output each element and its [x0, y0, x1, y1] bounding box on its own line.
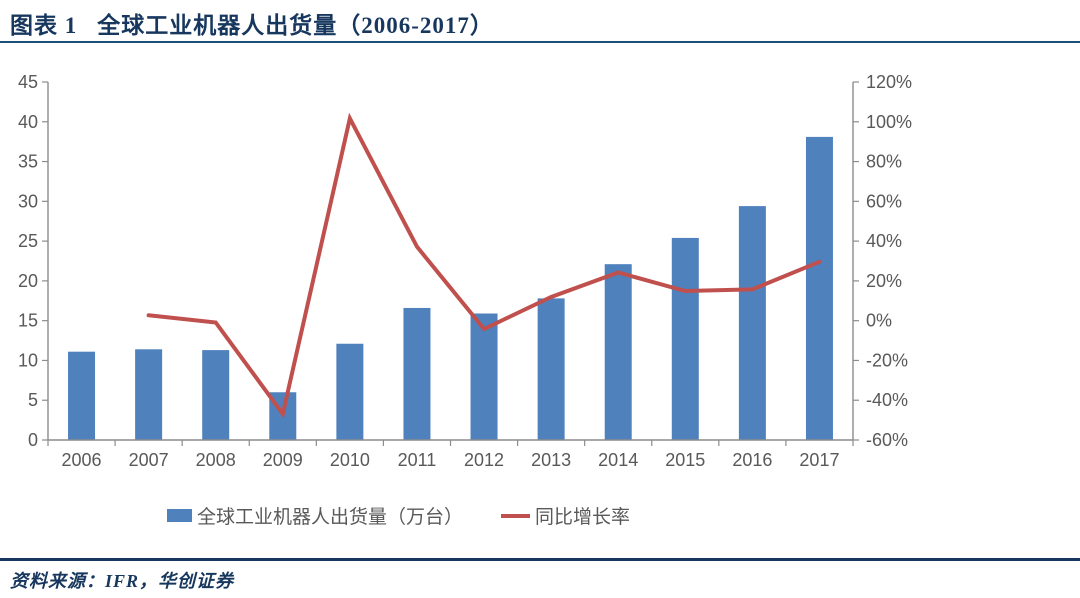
x-axis-label-2010: 2010 [330, 450, 370, 470]
legend-label-growth: 同比增长率 [535, 507, 631, 528]
chart-legend: 全球工业机器人出货量（万台） 同比增长率 [0, 502, 801, 529]
right-axis-label: -20% [866, 350, 908, 370]
x-axis-label-2013: 2013 [531, 450, 571, 470]
bar-2014 [604, 264, 632, 440]
legend-item-growth: 同比增长率 [501, 502, 630, 529]
figure-name: 全球工业机器人出货量（2006-2017） [97, 13, 494, 38]
left-axis-label: 25 [18, 231, 38, 251]
right-axis-label: 0% [866, 311, 892, 331]
bar-2011 [403, 307, 431, 440]
growth-rate-line [146, 112, 822, 419]
right-axis-label: 60% [866, 191, 902, 211]
left-axis-label: 0 [28, 430, 38, 450]
line-series-swatch [501, 513, 530, 518]
bar-2013 [537, 298, 565, 440]
left-axis-label: 45 [18, 72, 38, 92]
x-axis-label-2015: 2015 [665, 450, 705, 470]
left-axis-label: 15 [18, 311, 38, 331]
bar-2016 [738, 206, 766, 440]
x-axis-label-2006: 2006 [62, 450, 102, 470]
title-divider [0, 41, 1080, 43]
bar-2015 [671, 237, 699, 440]
right-axis-label: 120% [866, 72, 912, 92]
bar-2008 [202, 350, 230, 440]
x-axis-label-2017: 2017 [799, 450, 839, 470]
bar-2017 [805, 136, 833, 440]
figure-label: 图表 1 [10, 13, 78, 38]
x-axis-label-2012: 2012 [464, 450, 504, 470]
x-axis-label-2016: 2016 [732, 450, 772, 470]
x-axis-label-2009: 2009 [263, 450, 303, 470]
x-axis-label-2007: 2007 [129, 450, 169, 470]
footer-divider [0, 558, 1080, 561]
left-axis-label: 35 [18, 152, 38, 172]
right-axis-label: 100% [866, 112, 912, 132]
right-axis-label: 80% [866, 152, 902, 172]
source-text: 资料来源：IFR，华创证券 [10, 571, 235, 591]
left-axis-label: 5 [28, 390, 38, 410]
right-axis-label: -60% [866, 430, 908, 450]
figure-title: 图表 1 全球工业机器人出货量（2006-2017） [10, 6, 494, 40]
bar-2010 [336, 343, 364, 440]
legend-label-shipments: 全球工业机器人出货量（万台） [196, 507, 463, 528]
x-axis-label-2014: 2014 [598, 450, 638, 470]
combo-chart: 0 5 10 15 20 25 30 35 40 45 -60% -40% -20% 0% 20% 40% 60… [18, 72, 912, 470]
right-axis-label: 20% [866, 271, 902, 291]
left-axis-label: 30 [18, 191, 38, 211]
left-axis-label: 20 [18, 271, 38, 291]
bar-2006 [68, 351, 96, 440]
left-axis-label: 10 [18, 350, 38, 370]
legend-item-shipments: 全球工业机器人出货量（万台） [166, 502, 463, 529]
x-axis-label-2011: 2011 [398, 450, 437, 470]
x-axis-label-2008: 2008 [196, 450, 236, 470]
left-axis-label: 40 [18, 112, 38, 132]
right-axis-label: -40% [866, 390, 908, 410]
right-axis-label: 40% [866, 231, 902, 251]
bar-2007 [135, 349, 163, 440]
bar-2012 [470, 313, 498, 440]
bar-series-swatch [166, 509, 192, 522]
